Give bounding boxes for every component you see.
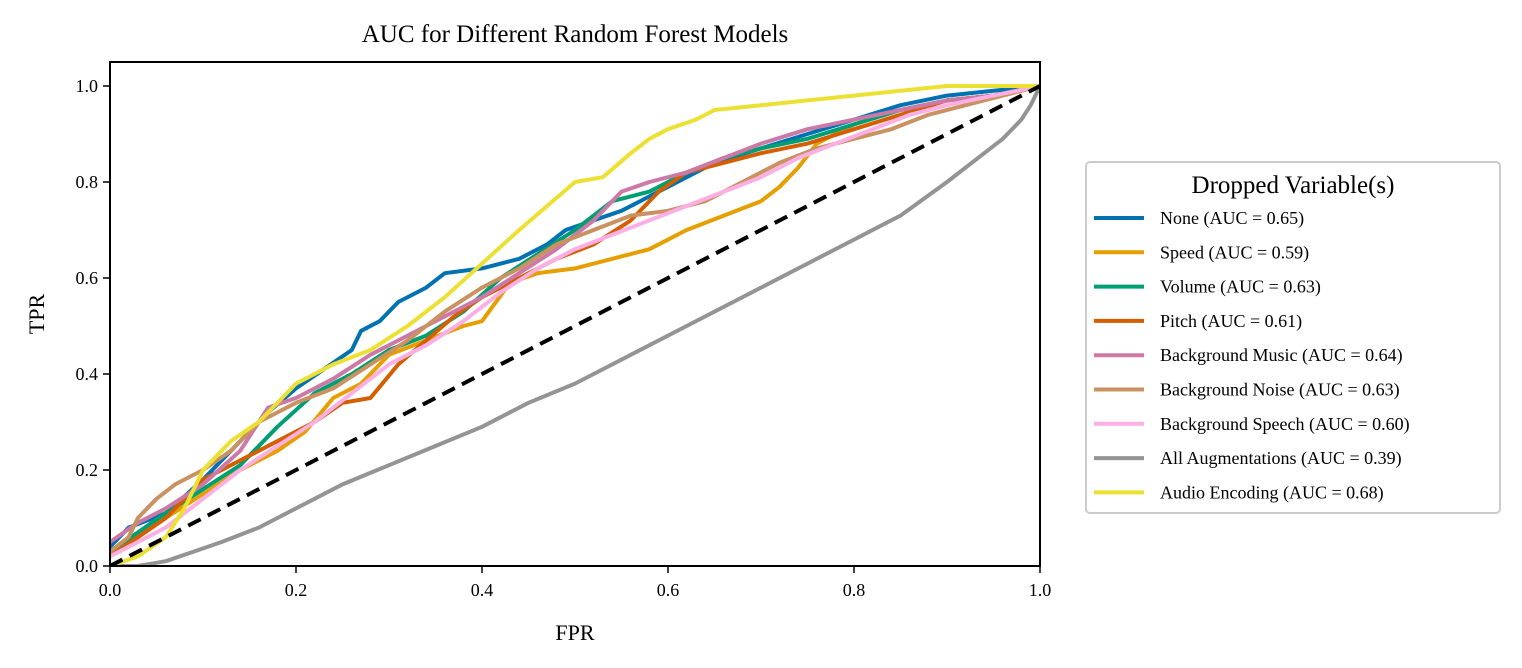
- legend-label: Speed (AUC = 0.59): [1160, 242, 1309, 263]
- series-line-3: [110, 83, 1040, 559]
- series-line-0: [110, 83, 1040, 550]
- y-tick-label: 0.2: [76, 460, 99, 480]
- series-line-4: [110, 83, 1040, 545]
- x-tick-label: 0.0: [99, 580, 122, 600]
- series-line-5: [110, 83, 1040, 555]
- legend-label: Background Music (AUC = 0.64): [1160, 345, 1403, 366]
- legend-frame: [1085, 161, 1501, 514]
- legend-label: All Augmentations (AUC = 0.39): [1160, 448, 1402, 469]
- legend-label: Background Speech (AUC = 0.60): [1160, 414, 1410, 435]
- x-axis-label: FPR: [555, 620, 594, 645]
- legend-label: Audio Encoding (AUC = 0.68): [1160, 482, 1384, 503]
- chance-line: [110, 84, 1040, 566]
- series-line-7: [110, 83, 1040, 566]
- legend-label: Volume (AUC = 0.63): [1160, 277, 1321, 298]
- plot-frame: [109, 61, 1041, 567]
- x-axis: 0.0 0.2 0.4 0.6 0.8 1.0: [99, 566, 1052, 600]
- x-tick-label: 0.6: [657, 580, 680, 600]
- y-axis-label: TPR: [24, 294, 49, 335]
- plot-area: [110, 83, 1040, 566]
- chart-title: AUC for Different Random Forest Models: [362, 21, 789, 48]
- x-tick-label: 1.0: [1029, 580, 1052, 600]
- series-line-6: [110, 83, 1040, 559]
- y-tick-label: 0.6: [76, 268, 99, 288]
- series-line-8: [110, 84, 1040, 566]
- y-tick-label: 0.0: [76, 556, 99, 576]
- series-line-2: [110, 83, 1040, 555]
- y-tick-label: 0.4: [76, 364, 99, 384]
- y-axis: 0.0 0.2 0.4 0.6 0.8 1.0: [76, 76, 110, 576]
- legend-label: None (AUC = 0.65): [1160, 208, 1304, 229]
- y-tick-label: 0.8: [76, 172, 99, 192]
- legend-title: Dropped Variable(s): [1192, 172, 1395, 199]
- x-tick-label: 0.2: [285, 580, 308, 600]
- legend-items: None (AUC = 0.65) Speed (AUC = 0.59) Volum…: [1094, 208, 1410, 503]
- legend: Dropped Variable(s) None (AUC = 0.65) Spe…: [1085, 161, 1501, 514]
- x-tick-label: 0.4: [471, 580, 494, 600]
- x-tick-label: 0.8: [843, 580, 866, 600]
- y-tick-label: 1.0: [76, 76, 99, 96]
- legend-label: Background Noise (AUC = 0.63): [1160, 380, 1400, 401]
- legend-label: Pitch (AUC = 0.61): [1160, 311, 1302, 332]
